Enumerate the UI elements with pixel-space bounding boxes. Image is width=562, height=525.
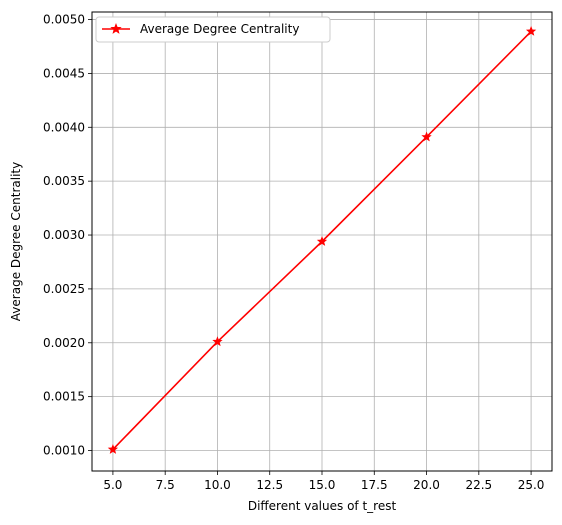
axis-ticks: 5.0 7.5 10.0 12.5 15.0 17.5 20.0 22.5 25.0 0.0010… (43, 13, 544, 492)
y-tick-label: 0.0045 (43, 66, 85, 80)
x-axis-label: Different values of t_rest (248, 499, 397, 513)
data-point-star (525, 25, 537, 36)
y-tick-label: 0.0035 (43, 174, 85, 188)
x-tick-label: 12.5 (256, 478, 283, 492)
legend-label: Average Degree Centrality (140, 22, 299, 36)
legend-box (95, 16, 331, 43)
data-point-star (421, 131, 432, 142)
y-tick-label: 0.0040 (43, 120, 85, 134)
x-tick-label: 25.0 (518, 478, 545, 492)
legend: Average Degree Centrality (95, 16, 331, 43)
y-tick-label: 0.0010 (43, 444, 85, 458)
y-tick-label: 0.0030 (43, 228, 85, 242)
x-tick-label: 17.5 (361, 478, 388, 492)
y-tick-label: 0.0025 (43, 282, 85, 296)
y-tick-label: 0.0050 (43, 13, 85, 27)
y-axis-label: Average Degree Centrality (9, 162, 23, 321)
x-tick-label: 10.0 (204, 478, 231, 492)
legend-star-marker (110, 23, 122, 34)
x-tick-label: 5.0 (103, 478, 122, 492)
x-tick-label: 7.5 (156, 478, 175, 492)
x-tick-label: 22.5 (465, 478, 492, 492)
data-point-star (107, 444, 119, 454)
x-tick-label: 15.0 (309, 478, 336, 492)
series-layer (107, 25, 537, 454)
y-tick-label: 0.0015 (43, 390, 85, 404)
data-point-star (316, 236, 328, 246)
y-tick-label: 0.0020 (43, 336, 85, 350)
x-tick-label: 20.0 (413, 478, 440, 492)
data-point-star (212, 336, 223, 347)
